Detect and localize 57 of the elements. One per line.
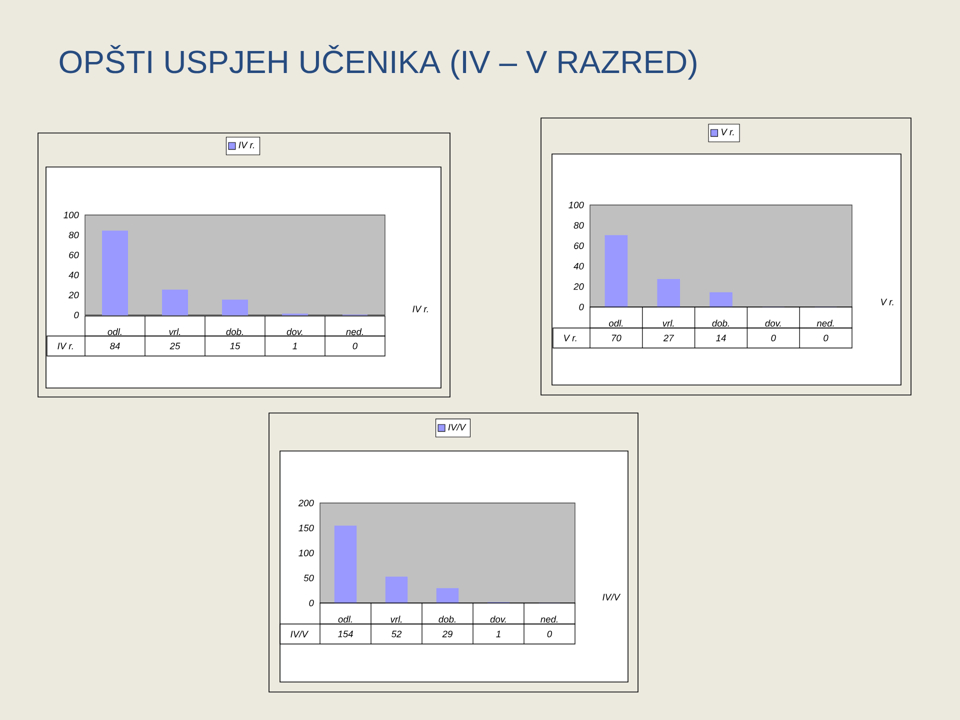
- x-tick-label: dob.: [438, 616, 456, 623]
- y-tick-label: 40: [68, 272, 79, 278]
- y-tick-label: 60: [69, 252, 79, 258]
- y-tick-label: 50: [304, 574, 314, 582]
- y-tick-label: 40: [574, 262, 584, 270]
- x-tick-label: dov.: [765, 320, 781, 327]
- text: IV/V: [290, 630, 309, 638]
- x-tick-label: ned.: [540, 616, 558, 623]
- chart-title: OPŠTI USPJEH UČENIKA (IV – V RAZRED): [60, 45, 696, 80]
- y-tick-label: 20: [574, 283, 584, 290]
- y-tick-label: 20: [68, 292, 79, 298]
- data-label: 29: [442, 630, 452, 638]
- y-tick-label: 150: [298, 524, 314, 532]
- y-tick-label: 100: [64, 212, 79, 218]
- legend-label: IV/V: [448, 424, 466, 430]
- x-tick-label: ned.: [346, 328, 363, 336]
- data-label: 0: [352, 342, 358, 350]
- y-tick-label: 200: [298, 500, 314, 506]
- x-tick-label: vrl.: [169, 328, 180, 336]
- x-tick-label: dob.: [226, 328, 243, 336]
- y-tick-label: 80: [68, 232, 79, 238]
- text: IV r.: [412, 306, 428, 312]
- data-label: 1: [292, 342, 297, 350]
- text: IV r.: [58, 342, 73, 350]
- y-tick-label: 0: [74, 312, 79, 318]
- text: V r.: [881, 298, 894, 306]
- x-tick-label: ned.: [816, 320, 834, 327]
- data-label: 25: [170, 342, 180, 350]
- x-tick-label: dob.: [712, 320, 729, 327]
- y-tick-label: 100: [568, 202, 584, 208]
- y-tick-label: 0: [579, 304, 584, 310]
- data-label: 27: [663, 334, 674, 342]
- data-label: 0: [824, 334, 828, 342]
- data-label: 15: [230, 342, 240, 350]
- data-label: 70: [612, 334, 622, 342]
- y-tick-label: 80: [574, 222, 584, 229]
- data-label: 84: [110, 342, 120, 350]
- x-tick-label: vrl.: [390, 616, 402, 623]
- y-tick-label: 60: [574, 242, 584, 250]
- data-label: 0: [547, 630, 552, 638]
- x-tick-label: odl.: [108, 328, 122, 336]
- y-tick-label: 100: [298, 550, 314, 556]
- x-tick-label: dov.: [286, 328, 302, 336]
- y-tick-label: 0: [309, 600, 314, 606]
- text: IV/V: [602, 594, 621, 600]
- data-label: 0: [771, 334, 776, 342]
- data-label: 14: [716, 334, 726, 342]
- x-tick-label: odl.: [608, 320, 623, 327]
- x-tick-label: vrl.: [662, 320, 674, 327]
- legend-label: IV r.: [238, 142, 254, 148]
- text: V r.: [564, 334, 576, 342]
- data-label: 154: [338, 630, 353, 638]
- data-label: 52: [392, 630, 402, 638]
- legend-label: V r.: [721, 128, 734, 136]
- data-label: 1: [496, 630, 500, 638]
- x-tick-label: dov.: [490, 616, 506, 623]
- x-tick-label: odl.: [338, 616, 352, 623]
